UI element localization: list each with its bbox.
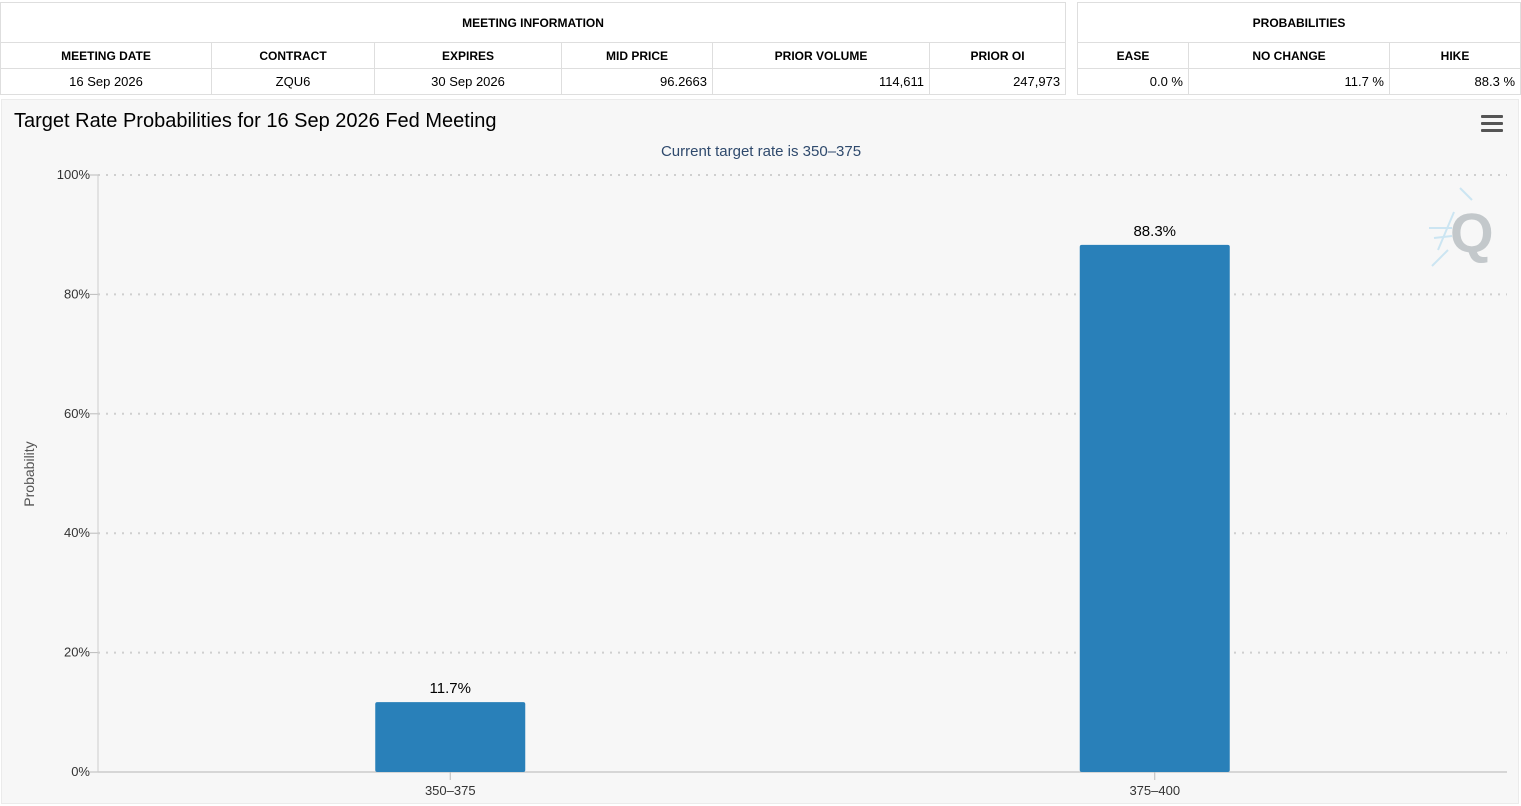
svg-text:Q: Q xyxy=(1450,201,1494,264)
chart-svg: 0% 20% 40% 60% 80% 100% 350–375 375–400 11.7% 88… xyxy=(21,143,1507,798)
data-label: 88.3% xyxy=(1133,223,1176,240)
hike-value: 88.3 % xyxy=(1388,68,1521,95)
contract-header: CONTRACT xyxy=(211,42,375,69)
bar-375-400[interactable] xyxy=(1079,244,1230,772)
prior-oi-value: 247,973 xyxy=(928,68,1067,95)
no-change-value: 11.7 % xyxy=(1188,68,1390,95)
meeting-information-table: MEETING INFORMATION MEETING DATE CONTRAC… xyxy=(0,2,1067,95)
prior-volume-header: PRIOR VOLUME xyxy=(712,42,930,69)
bar-350-375[interactable] xyxy=(375,702,526,772)
chart-subtitle: Current target rate is 350–375 xyxy=(661,143,861,160)
q-logo-icon: Q xyxy=(1429,187,1494,267)
contract-value: ZQU6 xyxy=(211,68,375,95)
prior-oi-header: PRIOR OI xyxy=(928,42,1067,69)
y-tick-label: 100% xyxy=(57,167,91,182)
probabilities-header: PROBABILITIES xyxy=(1076,2,1521,43)
y-tick-label: 40% xyxy=(64,525,90,540)
y-tick-label: 60% xyxy=(64,406,90,421)
mid-price-value: 96.2663 xyxy=(561,68,713,95)
mid-price-header: MID PRICE xyxy=(561,42,713,69)
prior-volume-value: 114,611 xyxy=(712,68,930,95)
probabilities-table: PROBABILITIES EASE NO CHANGE HIKE 0.0 % … xyxy=(1076,2,1521,95)
x-tick-label: 375–400 xyxy=(1129,783,1180,798)
y-tick-label: 80% xyxy=(64,286,90,301)
chart-panel: 0% 20% 40% 60% 80% 100% 350–375 375–400 11.7% 88… xyxy=(1,99,1519,804)
hike-header: HIKE xyxy=(1388,42,1521,69)
x-tick-label: 350–375 xyxy=(425,783,476,798)
ease-value: 0.0 % xyxy=(1077,68,1189,95)
meeting-date-value: 16 Sep 2026 xyxy=(0,68,212,95)
expires-value: 30 Sep 2026 xyxy=(374,68,562,95)
ease-header: EASE xyxy=(1077,42,1189,69)
chart-title: Target Rate Probabilities for 16 Sep 202… xyxy=(14,110,497,132)
meeting-information-header: MEETING INFORMATION xyxy=(0,2,1067,43)
no-change-header: NO CHANGE xyxy=(1188,42,1390,69)
y-tick-label: 0% xyxy=(71,764,90,779)
data-label: 11.7% xyxy=(430,680,471,697)
expires-header: EXPIRES xyxy=(374,42,562,69)
y-tick-label: 20% xyxy=(64,645,90,660)
hamburger-menu-icon[interactable] xyxy=(1481,115,1503,133)
meeting-date-header: MEETING DATE xyxy=(0,42,212,69)
y-axis-label: Probability xyxy=(21,441,37,506)
